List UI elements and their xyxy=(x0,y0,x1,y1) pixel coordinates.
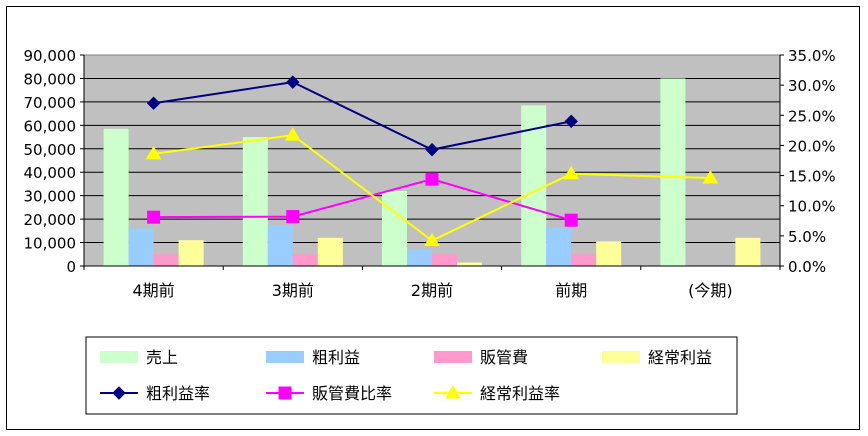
legend-label: 経常利益 xyxy=(648,348,712,367)
x-tick-label: 2期前 xyxy=(411,281,453,300)
marker-粗利益率 xyxy=(564,114,578,129)
legend-label: 粗利益 xyxy=(312,348,360,367)
legend-swatch xyxy=(602,351,640,363)
right-tick-label: 15.0% xyxy=(788,168,836,186)
marker-経常利益率 xyxy=(563,165,580,180)
right-tick-label: 30.0% xyxy=(788,77,836,95)
marker-販管費比率 xyxy=(564,213,578,227)
bar-経常利益 xyxy=(735,237,761,266)
bar-販管費 xyxy=(292,254,318,266)
legend-label: 販管費比率 xyxy=(312,384,392,403)
x-tick-label: (今期) xyxy=(688,281,733,300)
bar-経常利益 xyxy=(317,237,343,266)
legend-label: 経常利益率 xyxy=(480,384,560,403)
bar-粗利益 xyxy=(267,224,293,266)
marker-経常利益率 xyxy=(702,169,719,184)
chart-svg: 0 10,000 20,000 30,000 40,000 50,000 60,000 70,… xyxy=(24,47,836,415)
legend-label: 売上 xyxy=(146,348,178,367)
line-粗利益率 xyxy=(153,81,572,151)
left-tick-label: 70,000 xyxy=(24,94,77,112)
left-tick-label: 40,000 xyxy=(24,164,77,182)
bar-売上 xyxy=(521,105,547,267)
marker-粗利益率 xyxy=(425,142,439,157)
marker-粗利益率 xyxy=(146,96,161,110)
right-tick-label: 0.0% xyxy=(788,258,826,276)
legend-marker xyxy=(278,386,292,400)
legend-marker xyxy=(445,385,461,399)
legend-label: 粗利益率 xyxy=(146,384,210,403)
bar-売上 xyxy=(242,137,268,266)
bar-粗利益 xyxy=(128,228,154,266)
left-tick-label: 80,000 xyxy=(24,70,77,88)
bar-売上 xyxy=(660,78,686,266)
left-tick-label: 30,000 xyxy=(24,188,77,206)
x-tick-label: 前期 xyxy=(555,281,587,300)
marker-経常利益率 xyxy=(284,127,301,141)
x-tick-label: 4期前 xyxy=(133,281,175,300)
bar-販管費 xyxy=(432,254,457,266)
left-tick-label: 10,000 xyxy=(24,235,77,253)
marker-経常利益率 xyxy=(424,232,440,247)
legend-swatch xyxy=(266,351,304,363)
chart-frame: 0 10,000 20,000 30,000 40,000 50,000 60,000 70,… xyxy=(6,6,860,430)
left-tick-label: 0 xyxy=(66,258,76,276)
legend-marker xyxy=(112,386,126,400)
x-axis: 4期前 3期前 2期前 前期 (今期) xyxy=(83,265,781,300)
bar-粗利益 xyxy=(407,249,432,266)
marker-販管費比率 xyxy=(425,172,439,186)
left-tick-label: 90,000 xyxy=(24,47,77,65)
marker-経常利益率 xyxy=(145,145,162,160)
bar-経常利益 xyxy=(178,240,204,266)
marker-粗利益率 xyxy=(286,75,300,89)
marker-販管費比率 xyxy=(147,210,161,224)
bar-販管費 xyxy=(153,254,179,266)
left-tick-label: 60,000 xyxy=(24,117,77,135)
legend-box xyxy=(85,336,738,415)
legend-swatch xyxy=(100,351,138,363)
right-tick-label: 20.0% xyxy=(788,137,836,155)
bar-粗利益 xyxy=(546,227,572,266)
bar-経常利益 xyxy=(596,241,622,266)
right-axis: 0.0% 5.0% 10.0% 15.0% 20.0% 25.0% 30.0% 35.0% xyxy=(779,47,836,276)
right-tick-label: 35.0% xyxy=(788,47,836,65)
left-tick-label: 20,000 xyxy=(24,211,77,229)
right-tick-label: 25.0% xyxy=(788,107,836,125)
bar-売上 xyxy=(103,128,129,266)
legend-label: 販管費 xyxy=(480,348,528,367)
x-tick-label: 3期前 xyxy=(272,281,314,300)
marker-販管費比率 xyxy=(286,210,300,224)
left-tick-label: 50,000 xyxy=(24,141,77,159)
line-販管費比率 xyxy=(153,178,572,222)
bar-経常利益 xyxy=(457,262,482,266)
bar-販管費 xyxy=(571,254,597,266)
bar-売上 xyxy=(382,190,407,266)
legend-swatch xyxy=(434,351,472,363)
left-axis: 0 10,000 20,000 30,000 40,000 50,000 60,000 70,… xyxy=(24,47,85,276)
plot-area xyxy=(83,54,781,267)
right-tick-label: 5.0% xyxy=(788,228,826,246)
right-tick-label: 10.0% xyxy=(788,198,836,216)
